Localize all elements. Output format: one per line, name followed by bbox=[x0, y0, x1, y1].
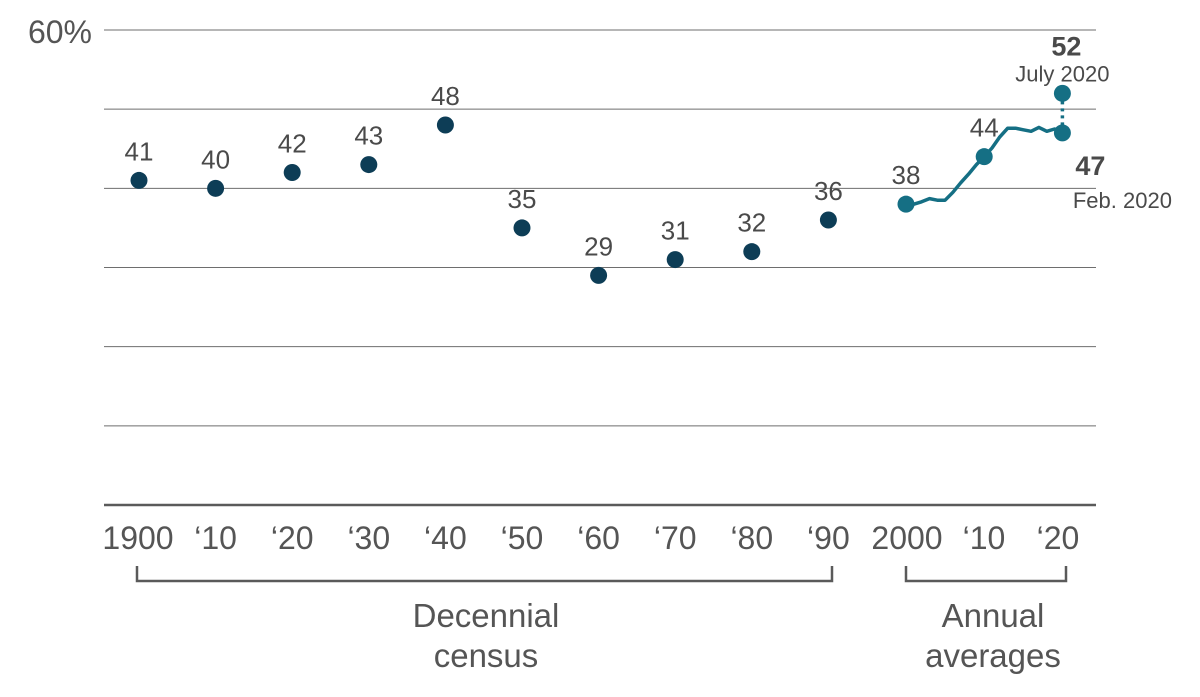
data-label: 48 bbox=[431, 81, 460, 111]
decennial-point bbox=[283, 164, 301, 181]
annual-point bbox=[897, 195, 915, 213]
x-tick-label: ‘20 bbox=[1037, 520, 1080, 556]
group-bracket bbox=[135, 566, 834, 583]
x-tick-label: ‘20 bbox=[271, 520, 314, 556]
decennial-point bbox=[513, 219, 531, 237]
group-label: Decennial census bbox=[413, 597, 560, 674]
data-labels: 41 40 42 43 48 35 29 31 32 36 38 44 bbox=[125, 81, 999, 261]
gridlines bbox=[104, 29, 1096, 507]
data-label: 35 bbox=[508, 184, 537, 214]
decennial-point bbox=[130, 171, 148, 189]
x-tick-labels: 1900 ‘10 ‘20 ‘30 ‘40 ‘50 ‘60 ‘70 ‘80 ‘90 2000 ‘10 ‘2… bbox=[102, 520, 1079, 556]
decennial-point bbox=[819, 211, 837, 229]
callout-date-label: Feb. 2020 bbox=[1073, 188, 1172, 213]
data-label: 44 bbox=[970, 113, 999, 143]
group-labels: Decennial census Annual averages bbox=[413, 597, 1061, 674]
x-tick-label: ‘10 bbox=[194, 520, 237, 556]
data-label: 42 bbox=[278, 129, 307, 159]
group-bracket bbox=[904, 566, 1068, 583]
group-brackets bbox=[135, 566, 1068, 583]
data-label: 32 bbox=[737, 208, 766, 238]
annual-point bbox=[975, 148, 993, 166]
data-points bbox=[130, 84, 1071, 284]
data-label: 40 bbox=[201, 144, 230, 174]
data-label: 41 bbox=[125, 136, 154, 166]
x-tick-label: ‘40 bbox=[424, 520, 467, 556]
callout-value-label: 47 bbox=[1075, 151, 1105, 181]
decennial-point bbox=[360, 156, 378, 174]
callout-point bbox=[1053, 84, 1071, 102]
data-label: 29 bbox=[584, 231, 613, 261]
data-label: 43 bbox=[354, 121, 383, 151]
x-tick-label: ‘30 bbox=[347, 520, 390, 556]
callout-date-label: July 2020 bbox=[1015, 61, 1109, 86]
decennial-point bbox=[436, 116, 454, 134]
x-tick-label: ‘70 bbox=[654, 520, 697, 556]
decennial-point bbox=[207, 179, 225, 197]
x-tick-label: ‘60 bbox=[577, 520, 620, 556]
decennial-point bbox=[743, 243, 761, 261]
group-label: Annual averages bbox=[925, 597, 1061, 674]
callout-point bbox=[1053, 124, 1071, 142]
data-label: 31 bbox=[661, 216, 690, 246]
x-tick-label: 2000 bbox=[871, 520, 942, 556]
decennial-point bbox=[590, 266, 608, 284]
data-label: 38 bbox=[892, 160, 921, 190]
x-tick-label: ‘90 bbox=[807, 520, 850, 556]
x-tick-label: 1900 bbox=[102, 520, 173, 556]
y-tick-label: 60% bbox=[28, 14, 92, 50]
callout-value-label: 52 bbox=[1051, 31, 1081, 61]
decennial-point bbox=[666, 251, 684, 269]
x-tick-label: ‘50 bbox=[501, 520, 544, 556]
data-label: 36 bbox=[814, 176, 843, 206]
x-tick-label: ‘10 bbox=[963, 520, 1006, 556]
x-tick-label: ‘80 bbox=[730, 520, 773, 556]
